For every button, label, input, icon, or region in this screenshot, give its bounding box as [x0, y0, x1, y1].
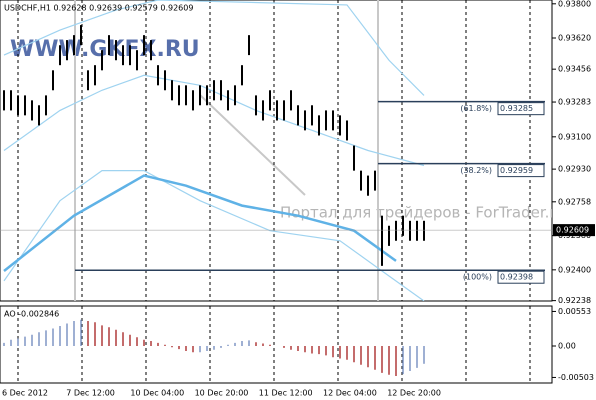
trend-line: [199, 94, 306, 196]
y-tick-label: 0.92238: [558, 296, 591, 305]
indicator-line: [3, 170, 425, 301]
fib-box: [497, 102, 545, 116]
current-price-label: 0.92609: [556, 226, 589, 235]
x-tick-label: 12 Dec 20:00: [387, 389, 441, 398]
ao-tick-label: 0.00553: [558, 307, 591, 316]
y-tick-label: 0.93100: [558, 132, 591, 141]
fib-label: 0.92959: [500, 166, 533, 175]
main-panel: [0, 0, 553, 302]
indicator-line: [3, 0, 425, 96]
fib-percent: (61.8%): [460, 104, 492, 113]
x-tick-label: 10 Dec 20:00: [195, 389, 249, 398]
x-tick-label: 7 Dec 12:00: [66, 389, 115, 398]
y-tick-label: 0.93456: [558, 65, 591, 74]
watermark-2: Портал для трейдеров - ForTrader.ru: [280, 204, 565, 222]
x-tick-label: 11 Dec 12:00: [259, 389, 313, 398]
fib-box: [497, 270, 545, 284]
x-tick-label: 12 Dec 04:00: [323, 389, 377, 398]
indicator-line: [3, 174, 397, 272]
main-plot: WWW.GKFX.RU Портал для трейдеров - ForTr…: [3, 0, 565, 301]
ao-tick-label: 0.00: [558, 342, 576, 351]
fib-percent: (38.2%): [460, 166, 492, 175]
fib-box: [497, 164, 545, 178]
x-tick-label: 6 Dec 2012: [2, 389, 48, 398]
y-tick-label: 0.93800: [558, 0, 591, 8]
x-tick-label: 10 Dec 04:00: [130, 389, 184, 398]
header: USDCHF,H1 0.92628 0.92639 0.92579 0.9260…: [4, 4, 193, 13]
current-price-box: [553, 224, 595, 237]
y-tick-label: 0.92400: [558, 265, 591, 274]
indicator-line: [3, 74, 425, 167]
fib-label: 0.93285: [500, 104, 533, 113]
y-tick-label: 0.92758: [558, 197, 591, 206]
fib-percent: (100%): [463, 273, 492, 282]
y-tick-label: 0.92930: [558, 165, 591, 174]
ao-tick-label: -0.00503: [558, 373, 594, 382]
y-tick-label: 0.93620: [558, 34, 591, 43]
watermark: WWW.GKFX.RU: [10, 37, 200, 62]
y-tick-label: 0.93283: [558, 98, 591, 107]
ao-panel: [0, 305, 553, 384]
ao-title: AO -0.002846: [4, 310, 59, 319]
fib-label: 0.92398: [500, 273, 533, 282]
